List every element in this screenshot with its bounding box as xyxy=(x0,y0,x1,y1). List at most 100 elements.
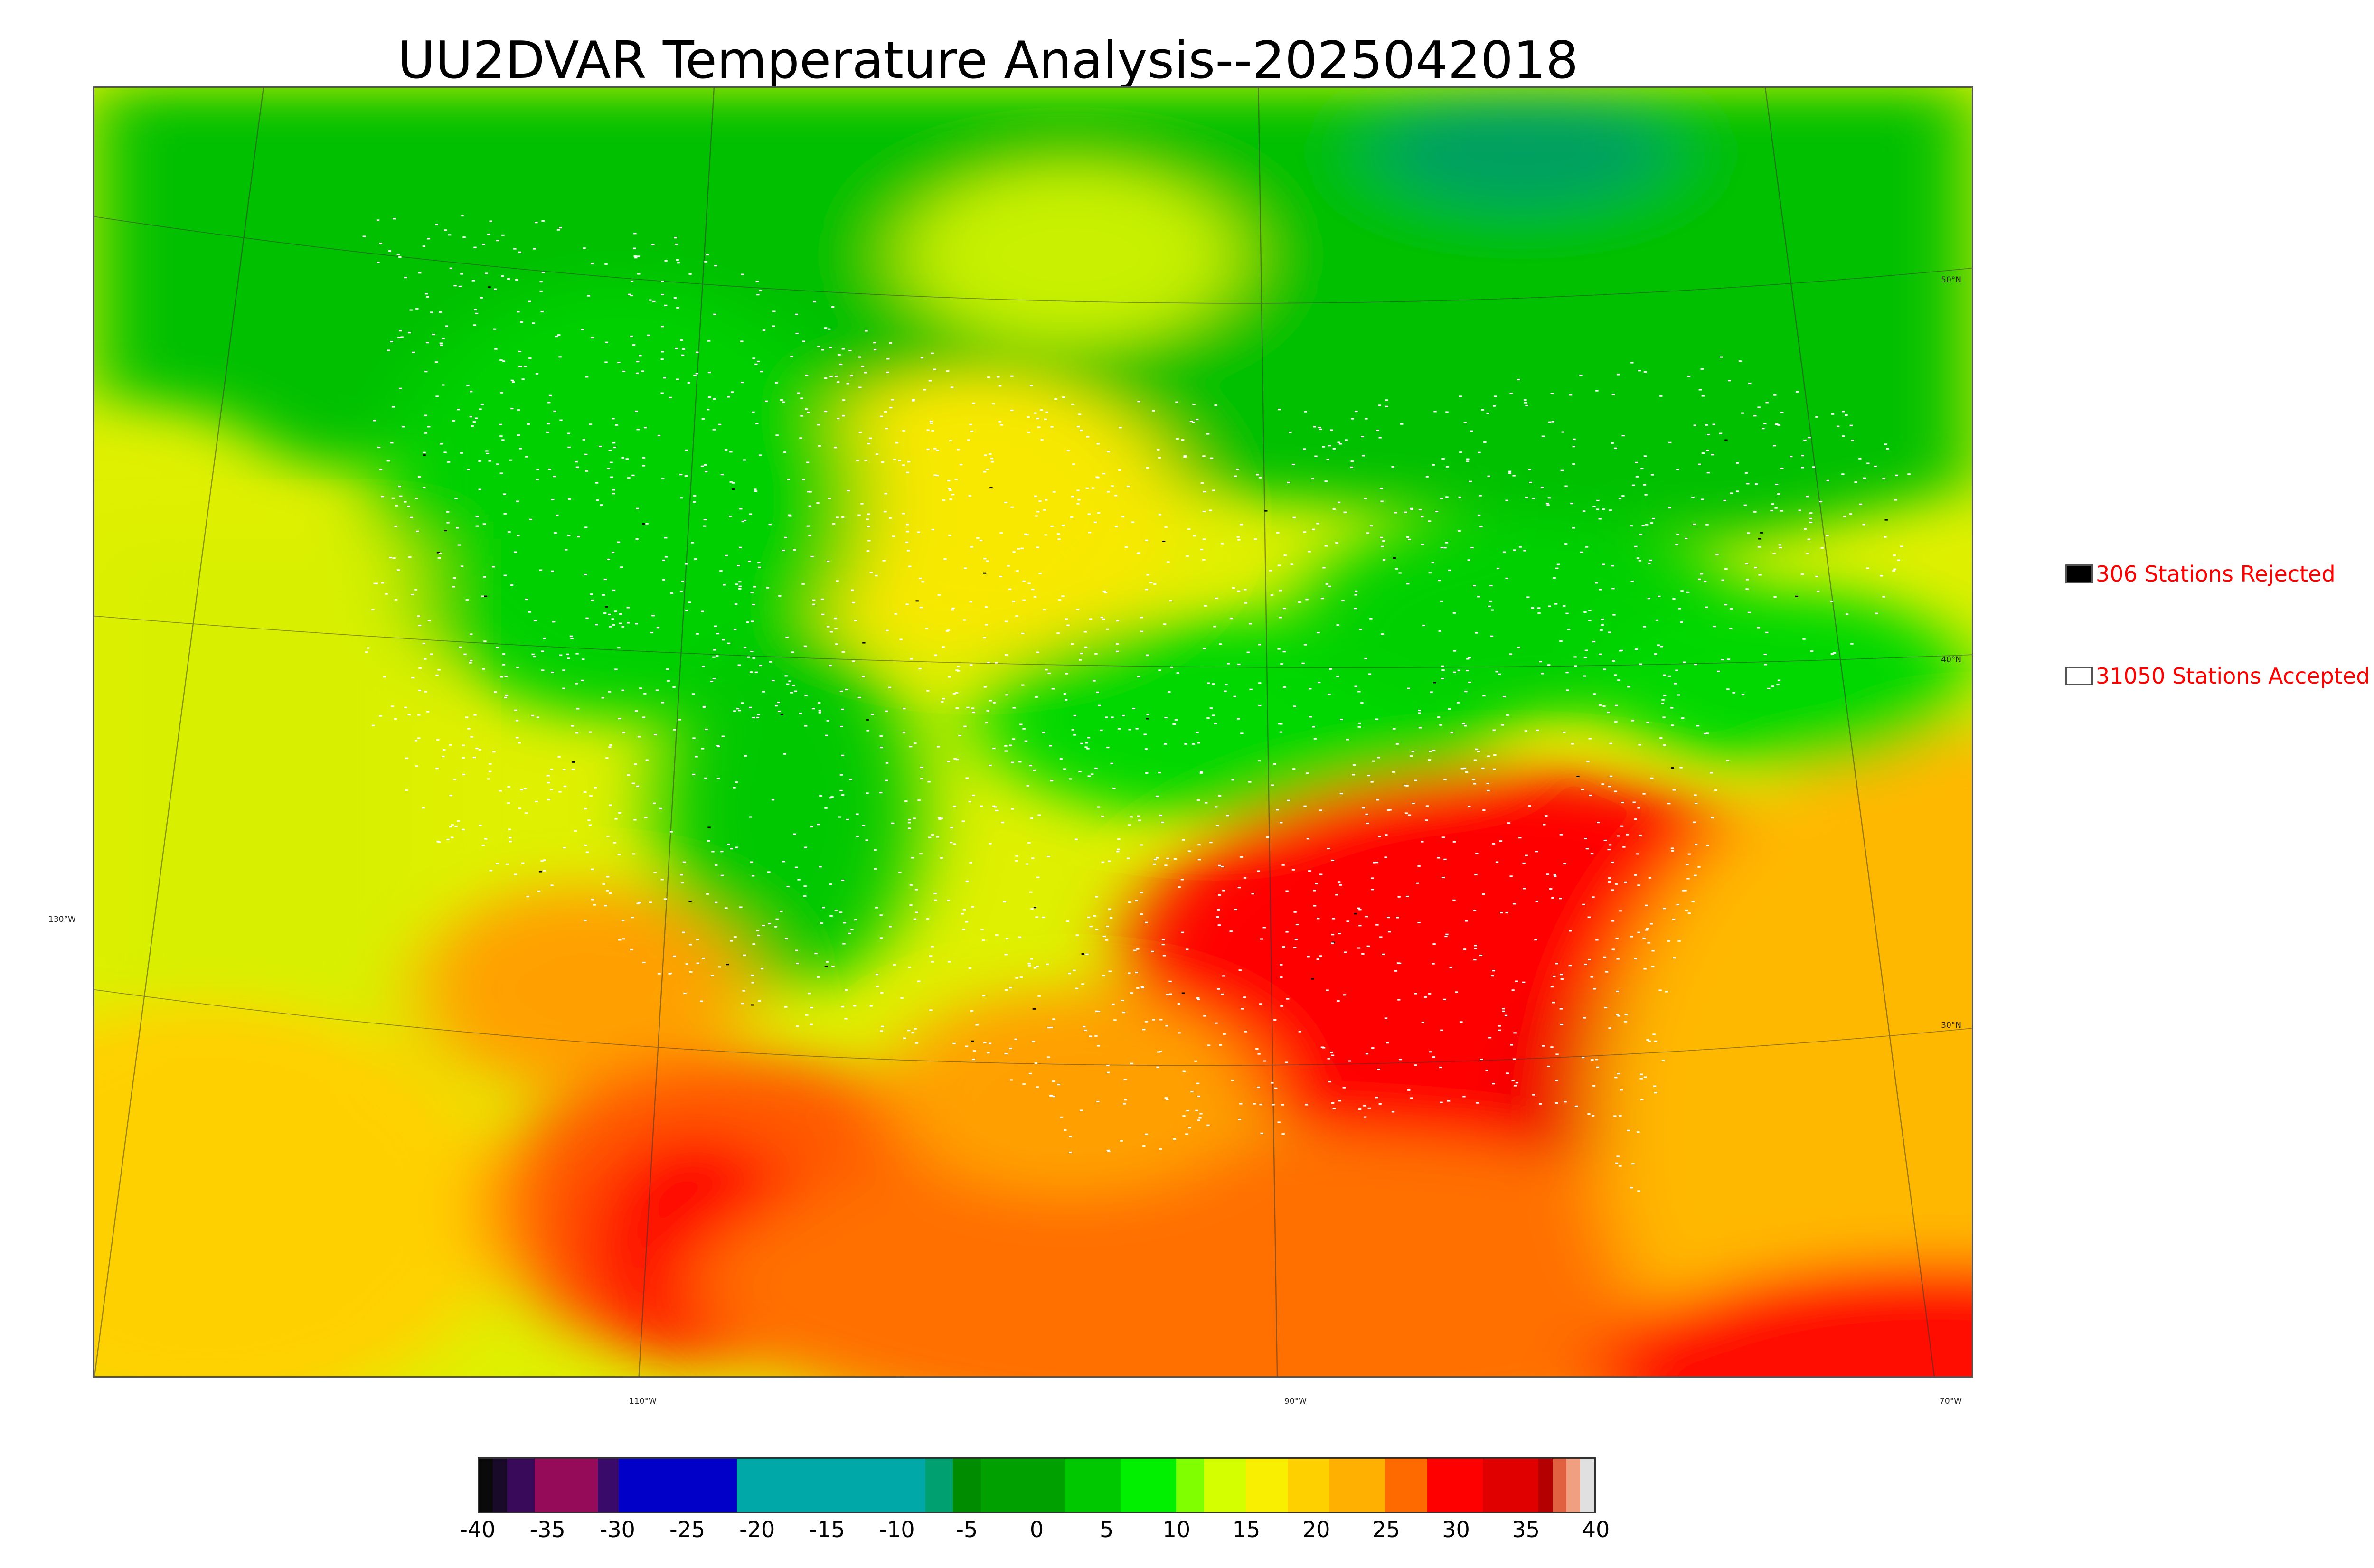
colorbar-tick-label: 35 xyxy=(1512,1517,1540,1542)
station-accepted-marker xyxy=(669,396,672,398)
station-accepted-marker xyxy=(392,557,396,559)
station-accepted-marker xyxy=(754,671,758,673)
station-accepted-marker xyxy=(1152,863,1156,865)
station-accepted-marker xyxy=(635,538,639,540)
station-accepted-marker xyxy=(461,215,464,217)
station-accepted-marker xyxy=(739,508,743,510)
station-accepted-marker xyxy=(1246,651,1250,653)
colorbar-tick-label: 5 xyxy=(1100,1517,1114,1542)
station-accepted-marker xyxy=(900,997,904,999)
station-accepted-marker xyxy=(1058,599,1061,601)
station-accepted-marker xyxy=(948,488,951,489)
station-accepted-marker xyxy=(1037,814,1041,816)
station-accepted-marker xyxy=(651,615,655,617)
station-accepted-marker xyxy=(550,769,553,770)
station-accepted-marker xyxy=(1188,1127,1191,1129)
station-accepted-marker xyxy=(906,550,910,552)
station-accepted-marker xyxy=(743,459,746,461)
station-accepted-marker xyxy=(746,621,749,623)
station-accepted-marker xyxy=(1741,412,1744,414)
station-accepted-marker xyxy=(1841,473,1845,475)
station-accepted-marker xyxy=(1779,546,1782,548)
station-accepted-marker xyxy=(1512,903,1516,905)
station-accepted-marker xyxy=(1396,917,1399,919)
station-accepted-marker xyxy=(829,347,832,348)
station-accepted-marker xyxy=(1378,836,1381,837)
station-accepted-marker xyxy=(1694,802,1698,804)
station-accepted-marker xyxy=(581,329,584,330)
station-accepted-marker xyxy=(1357,691,1361,693)
station-accepted-marker xyxy=(1729,628,1733,629)
station-accepted-marker xyxy=(1405,785,1409,787)
station-accepted-marker xyxy=(621,689,624,691)
station-accepted-marker xyxy=(1758,546,1761,548)
station-accepted-marker xyxy=(892,535,895,537)
station-accepted-marker xyxy=(395,505,398,507)
station-accepted-marker xyxy=(1771,685,1774,687)
station-accepted-marker xyxy=(898,872,902,873)
colorbar-segment xyxy=(1245,1459,1288,1512)
station-accepted-marker xyxy=(620,566,623,568)
station-accepted-marker xyxy=(636,902,640,904)
station-accepted-marker xyxy=(775,434,779,436)
station-rejected-marker xyxy=(488,286,491,288)
station-accepted-marker xyxy=(479,408,482,410)
station-accepted-marker xyxy=(1608,877,1611,879)
station-accepted-marker xyxy=(1280,663,1283,665)
station-accepted-marker xyxy=(1445,933,1449,935)
station-accepted-marker xyxy=(1360,702,1364,704)
station-accepted-marker xyxy=(1798,509,1801,511)
station-accepted-marker xyxy=(1316,958,1319,960)
station-accepted-marker xyxy=(1027,842,1031,844)
station-accepted-marker xyxy=(1100,729,1103,731)
station-accepted-marker xyxy=(879,792,883,794)
temperature-map[interactable]: 50°N 40°N 30°N xyxy=(93,86,1973,1378)
station-accepted-marker xyxy=(1773,596,1777,598)
station-accepted-marker xyxy=(1487,755,1490,757)
station-accepted-marker xyxy=(1495,861,1499,863)
station-accepted-marker xyxy=(1071,643,1074,645)
station-accepted-marker xyxy=(1049,745,1052,747)
station-accepted-marker xyxy=(463,653,467,655)
station-accepted-marker xyxy=(1049,1095,1053,1097)
station-accepted-marker xyxy=(1004,750,1008,752)
station-accepted-marker xyxy=(518,366,522,367)
station-accepted-marker xyxy=(1237,663,1241,665)
station-accepted-marker xyxy=(1097,1011,1101,1013)
station-accepted-marker xyxy=(768,524,772,526)
station-accepted-marker xyxy=(602,883,605,885)
station-accepted-marker xyxy=(680,339,683,341)
station-accepted-marker xyxy=(1025,863,1029,865)
station-accepted-marker xyxy=(1117,728,1121,730)
station-accepted-marker xyxy=(676,378,679,380)
station-accepted-marker xyxy=(975,1024,979,1026)
station-accepted-marker xyxy=(610,461,613,463)
station-accepted-marker xyxy=(1226,815,1229,817)
station-accepted-marker xyxy=(744,755,747,757)
station-accepted-marker xyxy=(875,907,878,909)
station-accepted-marker xyxy=(442,338,445,339)
station-accepted-marker xyxy=(632,853,636,855)
station-accepted-marker xyxy=(754,490,758,492)
station-accepted-marker xyxy=(1369,618,1373,620)
station-accepted-marker xyxy=(1346,739,1349,741)
station-accepted-marker xyxy=(1348,1060,1351,1062)
station-accepted-marker xyxy=(493,328,497,330)
station-accepted-marker xyxy=(1414,779,1417,781)
station-accepted-marker xyxy=(449,267,453,269)
station-accepted-marker xyxy=(1618,498,1622,499)
station-accepted-marker xyxy=(750,861,754,863)
station-accepted-marker xyxy=(1488,605,1491,607)
station-accepted-marker xyxy=(1487,789,1490,791)
station-accepted-marker xyxy=(618,812,622,814)
station-accepted-marker xyxy=(1800,573,1804,575)
station-accepted-marker xyxy=(738,710,741,712)
station-accepted-marker xyxy=(1033,596,1037,598)
station-accepted-marker xyxy=(1109,917,1113,919)
station-accepted-marker xyxy=(1351,418,1354,420)
station-accepted-marker xyxy=(559,227,562,229)
station-accepted-marker xyxy=(1465,771,1469,773)
station-accepted-marker xyxy=(1425,805,1429,807)
station-accepted-marker xyxy=(483,576,486,578)
station-accepted-marker xyxy=(908,966,911,968)
